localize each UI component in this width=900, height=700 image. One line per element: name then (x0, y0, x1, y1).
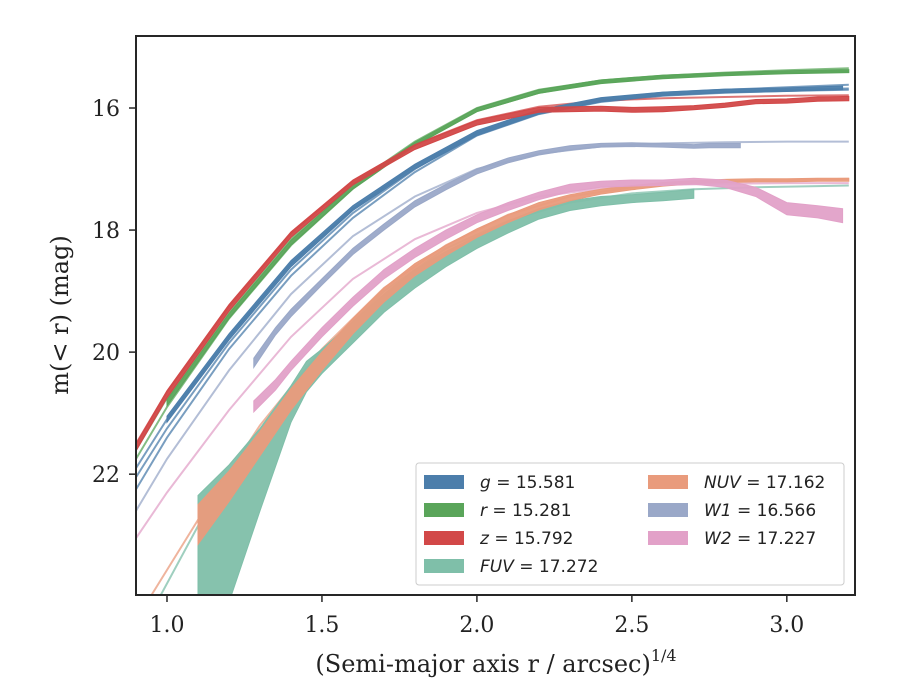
legend-label-w2: W2 = 17.227 (704, 529, 816, 549)
legend-var: W1 (704, 501, 732, 521)
y-tick-label: 18 (92, 219, 120, 244)
x-tick-label: 2.5 (614, 613, 649, 638)
legend-value: = 15.581 (491, 473, 576, 493)
legend-swatch-w2 (648, 531, 688, 545)
y-axis: 16 18 20 22 (92, 97, 136, 488)
legend-var: NUV (704, 473, 742, 493)
legend-label-r: r = 15.281 (480, 501, 572, 521)
legend-frame (415, 462, 845, 586)
legend-swatch-nuv (648, 475, 688, 489)
legend-value: = 15.792 (489, 529, 574, 549)
legend-value: = 17.162 (741, 473, 826, 493)
legend-value: = 15.281 (487, 501, 572, 521)
legend-value: = 17.227 (732, 529, 817, 549)
legend-var: W2 (704, 529, 732, 549)
x-tick-label: 1.5 (304, 613, 339, 638)
legend-label-w1: W1 = 16.566 (704, 501, 816, 521)
y-tick-label: 22 (92, 463, 120, 488)
legend-label-nuv: NUV = 17.162 (704, 473, 825, 493)
legend-swatch-fuv (424, 559, 464, 573)
r-data-band (166, 69, 850, 408)
x-tick-label: 2.0 (459, 613, 494, 638)
g-data-band (166, 85, 844, 424)
nuv-data-band (197, 177, 850, 546)
w1-data-band (253, 142, 741, 370)
legend-label-fuv: FUV = 17.272 (480, 557, 598, 577)
x-axis: 1.0 1.5 2.0 2.5 3.0 (149, 595, 804, 638)
plot-area (136, 67, 850, 595)
legend-var: g (480, 473, 491, 493)
x-tick-label: 3.0 (769, 613, 804, 638)
legend-swatch-g (424, 475, 464, 489)
x-axis-label-exponent: 1/4 (651, 646, 677, 665)
x-axis-label-text: (Semi-major axis r / arcsec) (315, 650, 650, 678)
legend-var: z (479, 529, 490, 549)
x-axis-label: (Semi-major axis r / arcsec)1/4 (315, 646, 676, 678)
legend-var: r (480, 501, 488, 521)
plot-frame (135, 35, 856, 596)
x-tick-label: 1.0 (149, 613, 184, 638)
legend-swatch-z (424, 531, 464, 545)
legend-value: = 17.272 (514, 557, 599, 577)
legend-label-z: z = 15.792 (479, 529, 573, 549)
legend-label-g: g = 15.581 (480, 473, 575, 493)
legend-swatch-w1 (648, 503, 688, 517)
y-axis-label: m(< r) (mag) (46, 235, 74, 394)
legend-swatch-r (424, 503, 464, 517)
legend-value: = 16.566 (732, 501, 817, 521)
g-model-line-3 (136, 87, 849, 478)
z-model-line-1 (136, 94, 849, 445)
z-data-band (136, 95, 850, 452)
y-tick-label: 16 (92, 97, 120, 122)
data-bands (136, 69, 850, 595)
w2-data-band (253, 177, 844, 414)
y-tick-label: 20 (92, 341, 120, 366)
legend-var: FUV (480, 557, 515, 577)
